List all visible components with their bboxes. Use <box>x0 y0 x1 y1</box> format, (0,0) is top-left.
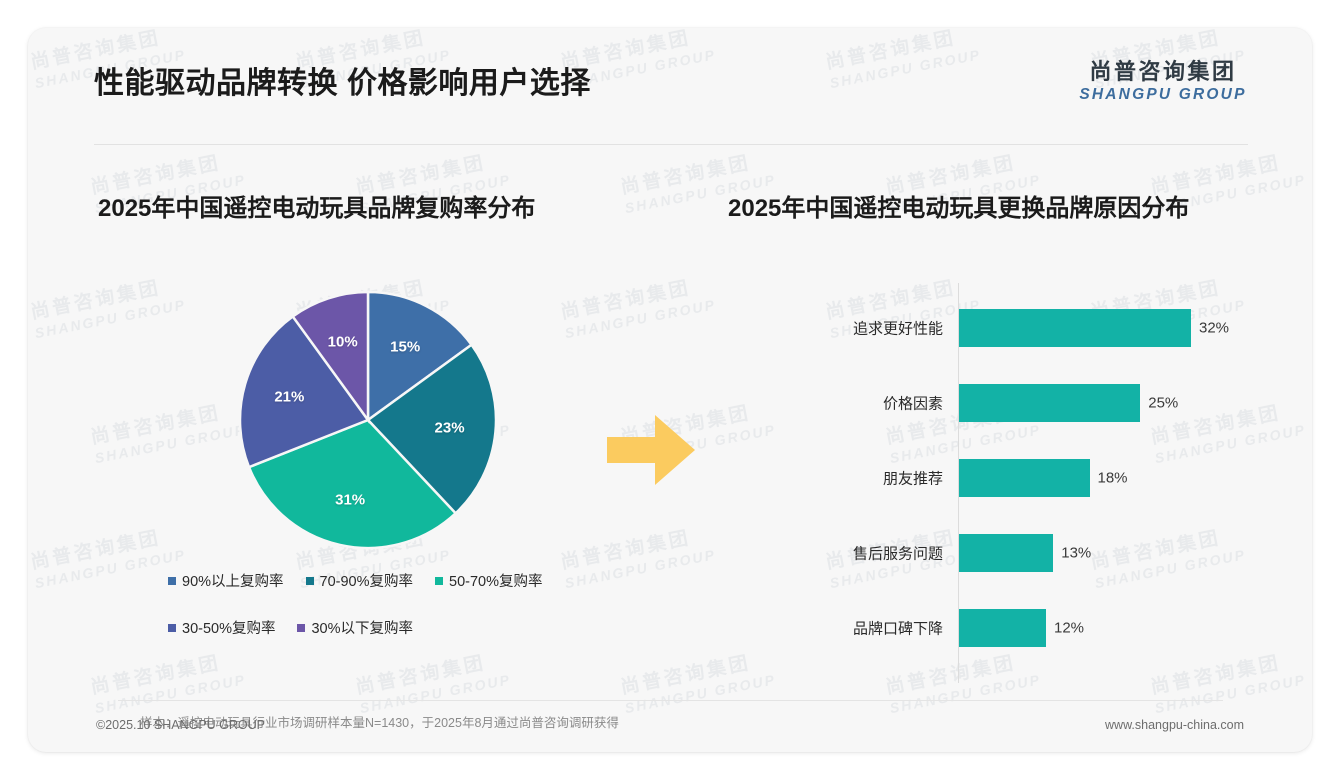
pie-slice-label: 23% <box>434 419 465 437</box>
bar-fill[interactable] <box>959 609 1046 647</box>
footnote-divider <box>118 700 1223 701</box>
legend-swatch-icon <box>297 623 306 632</box>
pie-chart-title: 2025年中国遥控电动玩具品牌复购率分布 <box>98 195 536 222</box>
pie-legend-label: 50-70%复购率 <box>449 574 543 590</box>
bar-row: 追求更好性能 32% <box>728 308 1288 348</box>
bar-chart-panel: 2025年中国遥控电动玩具更换品牌原因分布 追求更好性能 32% 价格因素 25% 朋友… <box>728 188 1288 683</box>
header-divider <box>94 144 1248 145</box>
bar-row: 售后服务问题 13% <box>728 533 1288 573</box>
bar-chart: 追求更好性能 32% 价格因素 25% 朋友推荐 18% 售后服务问题 13% 品牌口碑下降 12… <box>728 283 1288 703</box>
pie-legend-item[interactable]: 50-70%复购率 <box>435 570 543 591</box>
pie-legend-item[interactable]: 90%以上复购率 <box>168 570 284 591</box>
bar-row: 价格因素 25% <box>728 383 1288 423</box>
bar-chart-axis <box>958 283 959 683</box>
pie-slice[interactable] <box>366 343 498 516</box>
pie-chart-panel: 2025年中国遥控电动玩具品牌复购率分布 15% 23% 31% 21% 10% 90%… <box>98 188 668 637</box>
bar-value-label: 32% <box>1199 319 1230 337</box>
legend-swatch-icon <box>305 576 314 585</box>
footer-website[interactable]: www.shangpu-china.com <box>1105 718 1244 732</box>
footer-copyright: ©2025.10 SHANGPU GROUP <box>96 718 265 732</box>
legend-swatch-icon <box>168 623 176 632</box>
bar-fill[interactable] <box>959 384 1141 422</box>
bar-category-label: 售后服务问题 <box>852 545 943 563</box>
brand-logo: 尚普咨询集团 SHANGPU GROUP <box>1058 60 1268 104</box>
pie-slice-label: 15% <box>390 338 421 356</box>
slide-footer: ©2025.10 SHANGPU GROUP www.shangpu-china… <box>0 718 1340 748</box>
pie-slice-label: 21% <box>274 388 305 406</box>
pie-legend: 90%以上复购率 70-90%复购率 50-70%复购率 30-50%复购率 30%以下… <box>168 570 648 664</box>
pie-legend-label: 30%以下复购率 <box>311 621 414 637</box>
pie-legend-row: 30-50%复购率 30%以下复购率 <box>168 617 648 638</box>
brand-name-en: SHANGPU GROUP <box>1079 85 1247 103</box>
bar-row: 品牌口碑下降 12% <box>728 608 1288 648</box>
page-title: 性能驱动品牌转换 价格影响用户选择 <box>94 67 591 100</box>
bar-category-label: 价格因素 <box>882 395 943 413</box>
bar-fill[interactable] <box>959 309 1191 347</box>
bar-category-label: 追求更好性能 <box>852 320 943 338</box>
bar-chart-title: 2025年中国遥控电动玩具更换品牌原因分布 <box>728 195 1190 222</box>
pie-legend-item[interactable]: 30%以下复购率 <box>297 617 413 638</box>
pie-slice[interactable] <box>238 314 370 469</box>
pie-legend-label: 90%以上复购率 <box>182 574 284 590</box>
pie-legend-label: 70-90%复购率 <box>319 574 414 590</box>
bar-fill[interactable] <box>959 459 1090 497</box>
bar-value-label: 13% <box>1061 544 1092 562</box>
bar-row: 朋友推荐 18% <box>728 458 1288 498</box>
bar-value-label: 12% <box>1054 619 1085 637</box>
pie-slice[interactable] <box>291 290 370 424</box>
slide-card: 尚普咨询集团 SHANGPU GROUP 尚普咨询集团 SHANGPU GROUP 尚普… <box>28 28 1312 752</box>
pie-legend-row: 90%以上复购率 70-90%复购率 50-70%复购率 <box>168 570 648 591</box>
pie-slice[interactable] <box>366 290 474 423</box>
arrow-right-icon <box>603 411 699 494</box>
bar-fill[interactable] <box>959 534 1054 572</box>
bar-category-label: 品牌口碑下降 <box>852 620 943 638</box>
brand-name-cn: 尚普咨询集团 <box>1089 59 1237 84</box>
pie-slice-label: 31% <box>335 491 366 509</box>
pie-svg <box>238 290 498 550</box>
bar-category-label: 朋友推荐 <box>882 470 943 488</box>
pie-slice-label: 10% <box>327 333 358 351</box>
pie-legend-label: 30-50%复购率 <box>182 621 276 637</box>
pie-chart: 15% 23% 31% 21% 10% <box>238 290 498 550</box>
slide-header: 性能驱动品牌转换 价格影响用户选择 尚普咨询集团 SHANGPU GROUP <box>28 28 1312 120</box>
pie-legend-item[interactable]: 70-90%复购率 <box>305 570 414 591</box>
legend-swatch-icon <box>168 576 176 585</box>
bar-value-label: 18% <box>1097 469 1128 487</box>
legend-swatch-icon <box>435 576 444 585</box>
bar-value-label: 25% <box>1148 394 1179 412</box>
pie-legend-item[interactable]: 30-50%复购率 <box>168 617 275 638</box>
footnote-text: 样本：遥控电动玩具行业市场调研样本量N=1430，于2025年8月通过尚普咨询调… <box>140 716 619 730</box>
pie-slice[interactable] <box>247 418 458 550</box>
